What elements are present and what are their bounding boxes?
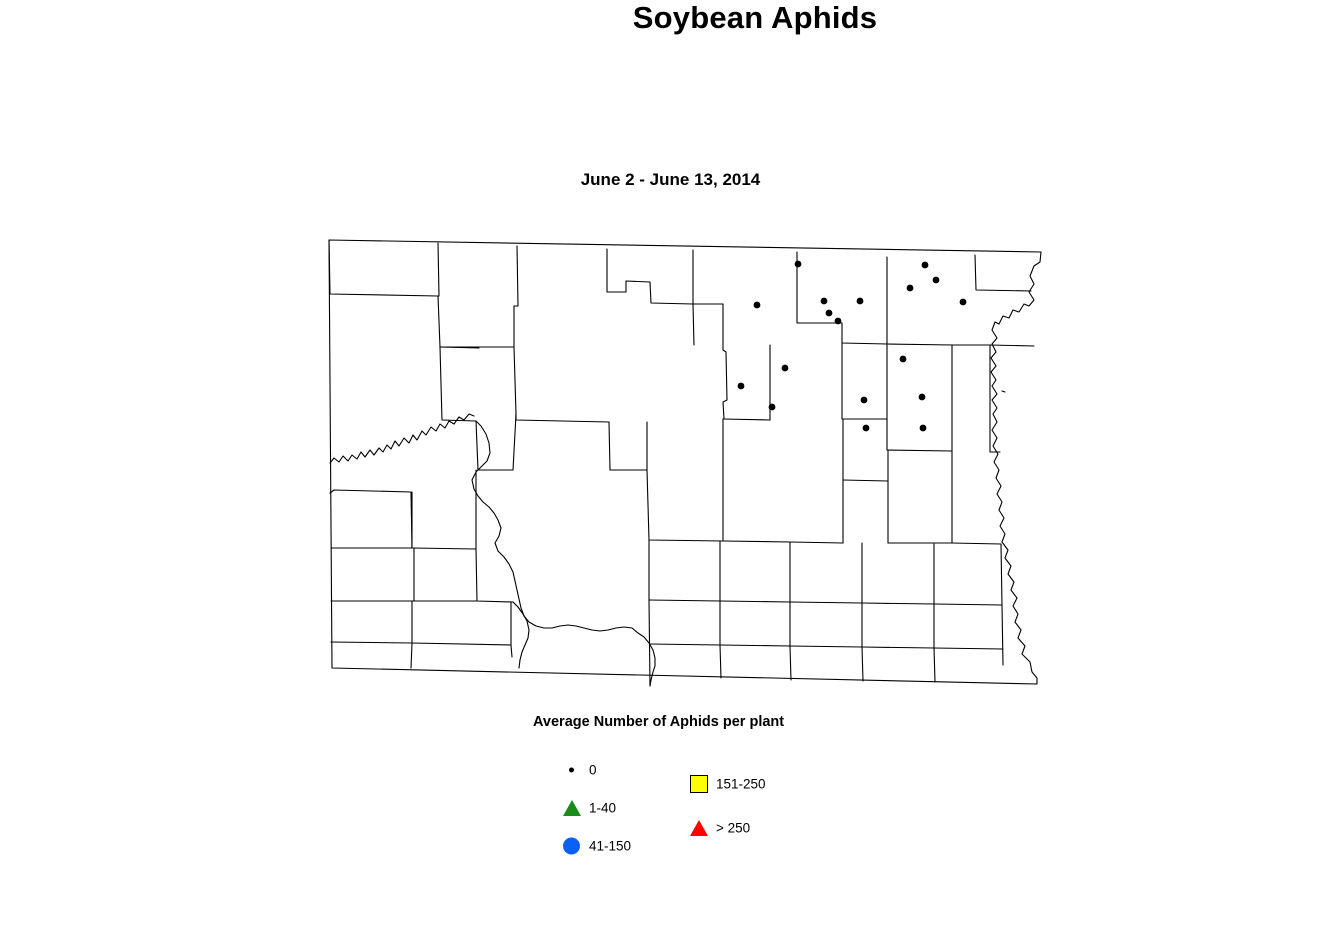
sample-point [768, 403, 776, 411]
sample-point [932, 276, 940, 284]
triangle-symbol [688, 817, 710, 839]
sample-point [737, 382, 745, 390]
legend-title: Average Number of Aphids per plant [533, 714, 785, 730]
legend-label: 1-40 [589, 800, 617, 816]
sample-point [919, 424, 927, 432]
sample-point [781, 364, 789, 372]
sample-point [959, 298, 967, 306]
sample-point [862, 424, 870, 432]
sample-point [906, 284, 914, 292]
legend-label: 0 [589, 762, 597, 778]
page-title: Soybean Aphids [632, 0, 878, 35]
triangle-symbol [561, 797, 583, 819]
legend-label: 41-150 [589, 838, 632, 854]
triangle-icon [690, 820, 708, 836]
sample-point-layer [737, 260, 967, 432]
legend-label: 151-250 [716, 776, 766, 792]
small-dot-symbol [561, 759, 583, 781]
triangle-icon [563, 800, 581, 816]
page-subtitle: June 2 - June 13, 2014 [580, 170, 761, 189]
sample-point [753, 301, 761, 309]
sample-point [860, 396, 868, 404]
circle-icon [563, 837, 580, 855]
small-dot-icon [569, 767, 574, 773]
sample-point [834, 317, 842, 325]
sample-point [856, 297, 864, 305]
sample-point [825, 309, 833, 317]
sample-point [794, 260, 802, 268]
legend-label: > 250 [716, 820, 751, 836]
square-symbol [688, 773, 710, 795]
sample-point [921, 261, 929, 269]
legend: Average Number of Aphids per plant 0 1-40… [533, 714, 953, 874]
circle-symbol [561, 835, 583, 857]
sample-point [899, 355, 907, 363]
sample-point [918, 393, 926, 401]
sample-point [820, 297, 828, 305]
title-block: Soybean Aphids [150, 0, 1341, 36]
square-icon [690, 775, 708, 793]
map-outline [328, 239, 1042, 687]
